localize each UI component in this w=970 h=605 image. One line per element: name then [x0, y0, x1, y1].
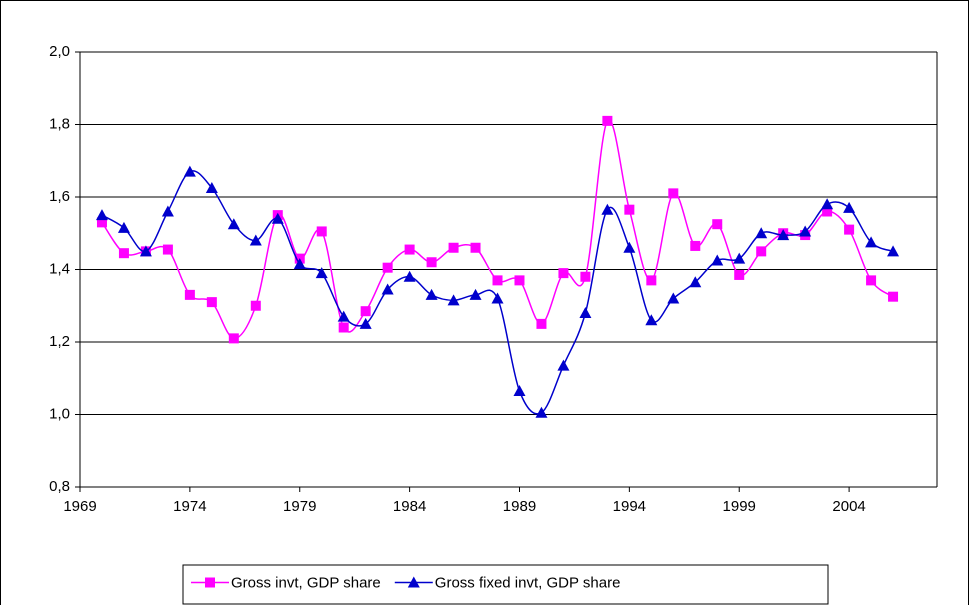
data-point — [359, 317, 372, 329]
data-point — [95, 209, 108, 221]
data-point — [513, 384, 526, 396]
y-tick-label: 1,4 — [49, 260, 70, 277]
x-tick-label: 1999 — [723, 498, 756, 515]
legend-box — [182, 564, 829, 605]
y-tick-label: 2,0 — [49, 43, 70, 60]
data-point — [161, 205, 174, 217]
legend-label: Gross invt, GDP share — [231, 574, 381, 591]
x-tick-label: 1969 — [63, 498, 96, 515]
data-point — [491, 292, 504, 304]
data-point — [184, 289, 195, 300]
data-point — [426, 257, 437, 268]
data-point — [381, 283, 394, 295]
legend-marker — [205, 577, 215, 588]
data-point — [580, 271, 591, 282]
data-point — [602, 115, 613, 126]
data-point — [403, 270, 416, 282]
data-point — [96, 217, 107, 228]
data-point — [118, 248, 129, 259]
data-point — [535, 406, 548, 418]
data-point — [271, 212, 284, 224]
data-point — [865, 236, 878, 248]
data-point — [557, 359, 570, 371]
data-point — [734, 269, 745, 280]
data-point — [250, 300, 261, 311]
data-point — [249, 234, 262, 246]
data-point — [733, 252, 746, 264]
x-tick-label: 1989 — [503, 498, 536, 515]
data-point — [690, 240, 701, 251]
data-point — [183, 165, 196, 177]
x-tick-label: 1979 — [283, 498, 316, 515]
data-point — [689, 276, 702, 288]
data-point — [228, 333, 239, 344]
data-point — [866, 275, 877, 286]
data-point — [645, 314, 658, 326]
data-point — [711, 254, 724, 266]
data-point — [117, 221, 130, 233]
y-tick-label: 1,2 — [49, 333, 70, 350]
y-tick-label: 0,8 — [49, 478, 70, 495]
data-point — [227, 218, 240, 230]
data-point — [469, 288, 482, 300]
data-point — [623, 241, 636, 253]
x-tick-label: 1984 — [393, 498, 426, 515]
data-point — [316, 226, 327, 237]
legend-marker — [407, 576, 420, 588]
data-point — [425, 288, 438, 300]
data-point — [822, 206, 833, 217]
data-point — [315, 267, 328, 279]
data-point — [844, 224, 855, 235]
data-point — [139, 245, 152, 257]
data-point — [601, 203, 614, 215]
series-line — [101, 119, 894, 340]
data-point — [756, 246, 767, 257]
data-point — [162, 244, 173, 255]
data-point — [843, 201, 856, 213]
y-tick-label: 1,8 — [49, 115, 70, 132]
y-tick-label: 1,0 — [49, 405, 70, 422]
data-point — [646, 275, 657, 286]
data-point — [558, 268, 569, 279]
x-tick-label: 2004 — [832, 498, 865, 515]
data-point — [447, 294, 460, 306]
legend-label: Gross fixed invt, GDP share — [435, 574, 621, 591]
data-point — [404, 244, 415, 255]
data-point — [887, 245, 900, 257]
data-point — [514, 275, 525, 286]
data-point — [382, 262, 393, 273]
data-point — [668, 188, 679, 199]
data-point — [712, 219, 723, 230]
data-point — [624, 204, 635, 215]
data-point — [799, 225, 812, 237]
data-point — [888, 291, 899, 302]
data-point — [360, 306, 371, 317]
x-tick-label: 1974 — [173, 498, 206, 515]
data-point — [777, 229, 790, 241]
x-tick-label: 1994 — [613, 498, 646, 515]
data-point — [205, 181, 218, 193]
data-point — [667, 292, 680, 304]
data-point — [579, 307, 592, 318]
y-tick-label: 1,6 — [49, 188, 70, 205]
data-point — [492, 275, 503, 286]
data-point — [470, 242, 481, 253]
data-point — [755, 227, 768, 239]
data-point — [206, 297, 217, 308]
data-point — [293, 258, 306, 270]
data-point — [338, 322, 349, 333]
data-point — [536, 318, 547, 329]
data-point — [337, 310, 350, 322]
data-point — [448, 242, 459, 253]
data-point — [821, 198, 834, 210]
